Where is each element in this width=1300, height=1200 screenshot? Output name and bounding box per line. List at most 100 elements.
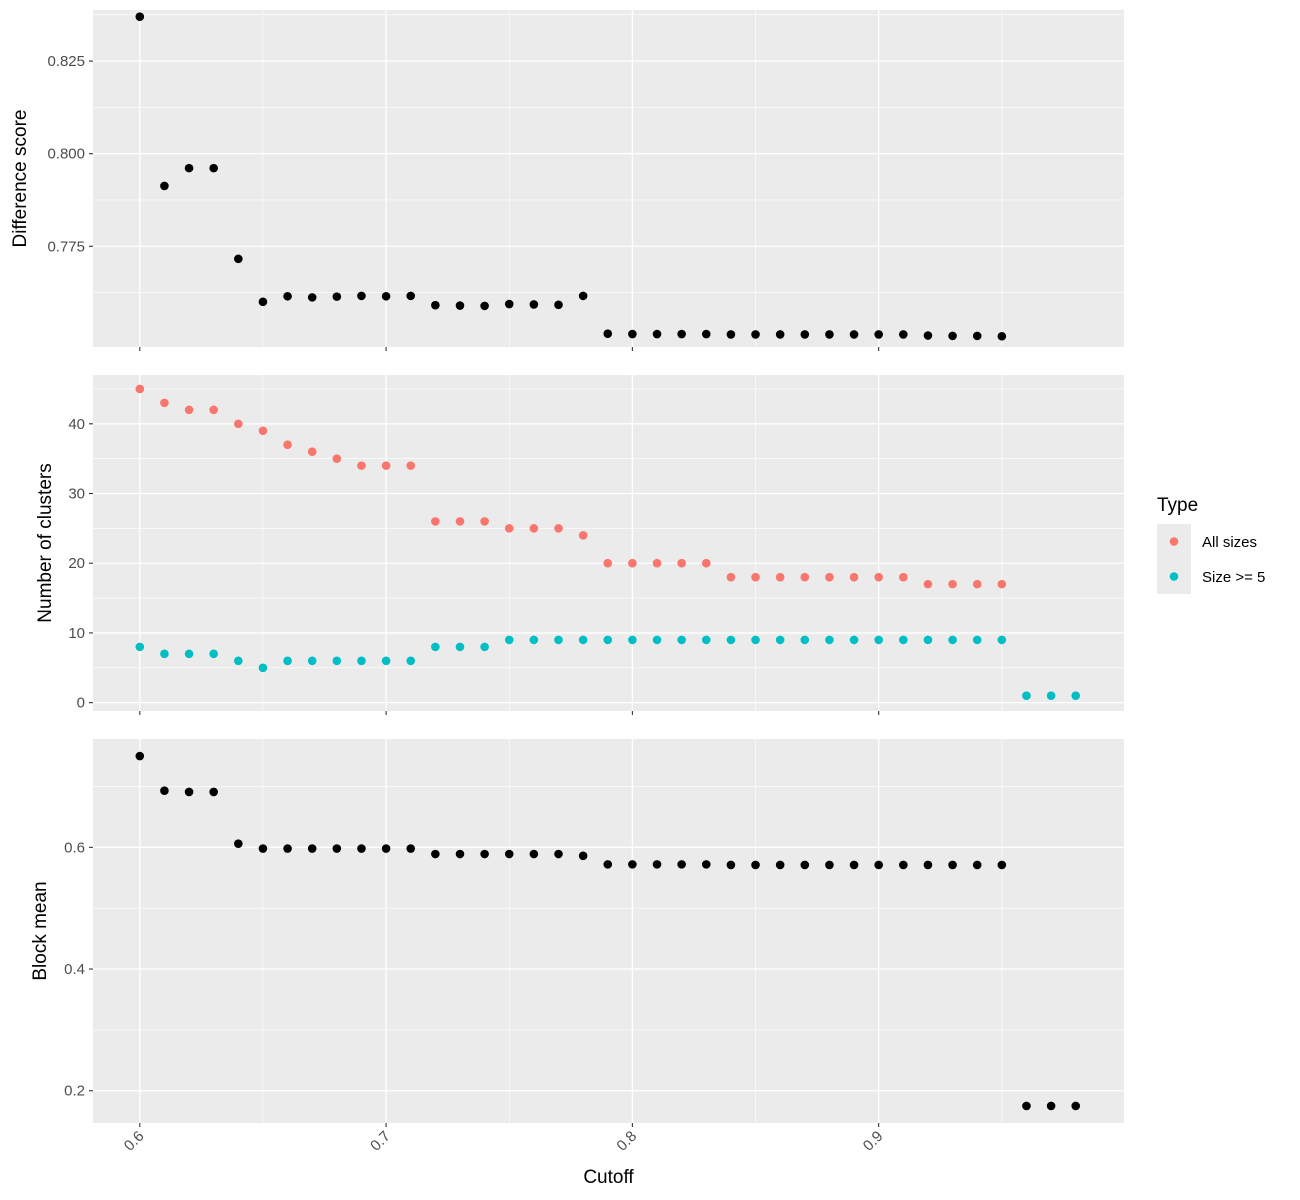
data-point-series-1 xyxy=(775,860,785,870)
data-point-series-1 xyxy=(923,579,933,589)
data-point-series-1 xyxy=(431,849,440,859)
data-point-series-1 xyxy=(775,572,785,582)
data-point-series-2 xyxy=(726,635,736,645)
data-point-series-1 xyxy=(160,181,169,191)
data-point-series-2 xyxy=(874,635,883,645)
data-point-series-1 xyxy=(578,851,588,861)
y-axis-title: Block mean xyxy=(30,881,51,980)
data-point-series-1 xyxy=(578,291,588,301)
data-point-series-1 xyxy=(283,291,292,301)
data-point-series-1 xyxy=(234,839,243,848)
data-point-series-1 xyxy=(160,786,169,796)
data-point-series-1 xyxy=(455,849,465,859)
y-tick-label: 0.6 xyxy=(64,839,85,856)
data-point-series-1 xyxy=(899,572,908,582)
data-point-series-1 xyxy=(184,787,194,797)
data-point-series-1 xyxy=(800,572,810,582)
data-point-series-1 xyxy=(652,558,662,568)
data-point-series-1 xyxy=(406,844,416,853)
data-point-series-1 xyxy=(701,329,711,339)
data-point-series-1 xyxy=(800,860,810,870)
data-point-series-1 xyxy=(775,330,785,339)
data-point-series-1 xyxy=(357,844,366,853)
data-point-series-1 xyxy=(160,398,169,408)
data-point-series-1 xyxy=(332,454,342,463)
data-point-series-2 xyxy=(628,635,637,645)
data-point-series-1 xyxy=(480,517,489,526)
y-tick-label: 0.2 xyxy=(64,1083,85,1100)
data-point-series-1 xyxy=(849,860,859,870)
data-point-series-2 xyxy=(923,635,933,645)
data-point-series-2 xyxy=(258,663,268,673)
data-point-series-1 xyxy=(332,292,342,301)
data-point-series-1 xyxy=(307,447,317,456)
data-point-series-2 xyxy=(135,642,145,652)
data-point-series-2 xyxy=(234,656,243,666)
data-point-series-1 xyxy=(677,329,686,339)
data-point-series-1 xyxy=(628,329,637,339)
data-point-series-1 xyxy=(480,849,489,859)
data-point-series-1 xyxy=(751,860,760,870)
x-tick-label: 0.8 xyxy=(613,1128,640,1155)
data-point-series-1 xyxy=(923,331,933,340)
legend-label: Size >= 5 xyxy=(1202,569,1265,586)
x-tick-label: 0.7 xyxy=(367,1128,394,1155)
data-point-series-1 xyxy=(997,579,1007,589)
data-point-series-2 xyxy=(701,635,711,645)
data-point-series-1 xyxy=(578,531,588,540)
data-point-series-1 xyxy=(899,860,908,870)
data-point-series-1 xyxy=(135,751,145,761)
data-point-series-2 xyxy=(406,656,416,666)
data-point-series-2 xyxy=(332,656,342,666)
data-point-series-1 xyxy=(1046,1101,1056,1111)
data-point-series-1 xyxy=(135,12,145,21)
data-point-series-1 xyxy=(554,300,563,310)
data-point-series-2 xyxy=(504,635,514,645)
data-point-series-1 xyxy=(972,579,982,589)
data-point-series-1 xyxy=(726,572,736,582)
data-point-series-1 xyxy=(677,860,686,869)
data-point-series-2 xyxy=(948,635,957,645)
data-point-series-1 xyxy=(603,558,613,568)
facet-panel-1: 0.775 0.800 0.825 Difference score xyxy=(10,10,1124,351)
data-point-series-2 xyxy=(849,635,859,645)
data-point-series-2 xyxy=(160,649,169,659)
data-point-series-1 xyxy=(628,860,637,869)
data-point-series-2 xyxy=(307,656,317,666)
data-point-series-1 xyxy=(701,860,711,869)
data-point-series-1 xyxy=(431,517,440,526)
data-point-series-2 xyxy=(283,656,292,666)
legend-label: All sizes xyxy=(1202,534,1257,551)
data-point-series-1 xyxy=(603,860,613,869)
data-point-series-1 xyxy=(972,331,982,341)
data-point-series-1 xyxy=(972,860,982,870)
data-point-series-1 xyxy=(726,330,736,339)
data-point-series-2 xyxy=(972,635,982,645)
data-point-series-1 xyxy=(701,558,711,568)
panel-background xyxy=(93,375,1124,711)
data-point-series-1 xyxy=(652,329,662,339)
data-point-series-2 xyxy=(899,635,908,645)
x-axis-title: Cutoff xyxy=(583,1167,634,1188)
data-point-series-1 xyxy=(554,849,563,859)
data-point-series-1 xyxy=(628,558,637,568)
data-point-series-1 xyxy=(504,299,514,309)
data-point-series-1 xyxy=(874,572,883,582)
data-point-series-1 xyxy=(529,300,539,309)
legend: Type All sizes Size >= 5 xyxy=(1157,495,1265,594)
data-point-series-1 xyxy=(997,331,1007,341)
y-tick-label: 0.775 xyxy=(47,238,85,255)
y-tick-label: 0 xyxy=(77,695,85,712)
facet-panel-3: 0.2 0.4 0.6 Block mean xyxy=(30,739,1124,1127)
data-point-series-1 xyxy=(874,860,883,870)
data-point-series-1 xyxy=(357,461,366,470)
data-point-series-2 xyxy=(455,642,465,652)
y-tick-label: 0.800 xyxy=(47,146,85,163)
data-point-series-1 xyxy=(406,291,416,301)
data-point-series-2 xyxy=(1071,691,1081,700)
data-point-series-1 xyxy=(529,849,539,859)
data-point-series-1 xyxy=(234,419,243,429)
data-point-series-2 xyxy=(578,635,588,645)
